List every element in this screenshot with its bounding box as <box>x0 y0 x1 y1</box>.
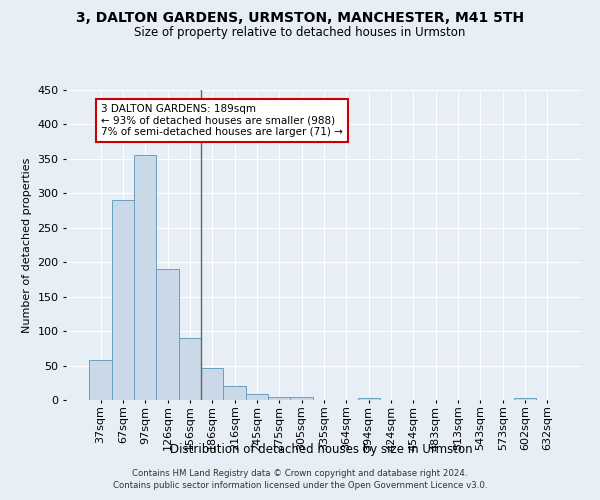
Text: Contains HM Land Registry data © Crown copyright and database right 2024.
Contai: Contains HM Land Registry data © Crown c… <box>113 468 487 490</box>
Bar <box>112 200 134 400</box>
Text: Size of property relative to detached houses in Urmston: Size of property relative to detached ho… <box>134 26 466 39</box>
Text: 3, DALTON GARDENS, URMSTON, MANCHESTER, M41 5TH: 3, DALTON GARDENS, URMSTON, MANCHESTER, … <box>76 11 524 25</box>
Bar <box>157 269 179 400</box>
Bar <box>179 338 201 400</box>
Bar <box>223 386 246 400</box>
Bar <box>201 368 223 400</box>
Text: Distribution of detached houses by size in Urmston: Distribution of detached houses by size … <box>170 442 472 456</box>
Y-axis label: Number of detached properties: Number of detached properties <box>22 158 32 332</box>
Bar <box>268 396 290 400</box>
Bar <box>290 397 313 400</box>
Bar <box>246 394 268 400</box>
Bar <box>514 398 536 400</box>
Bar <box>89 360 112 400</box>
Text: 3 DALTON GARDENS: 189sqm
← 93% of detached houses are smaller (988)
7% of semi-d: 3 DALTON GARDENS: 189sqm ← 93% of detach… <box>101 104 343 137</box>
Bar <box>358 398 380 400</box>
Bar <box>134 156 157 400</box>
